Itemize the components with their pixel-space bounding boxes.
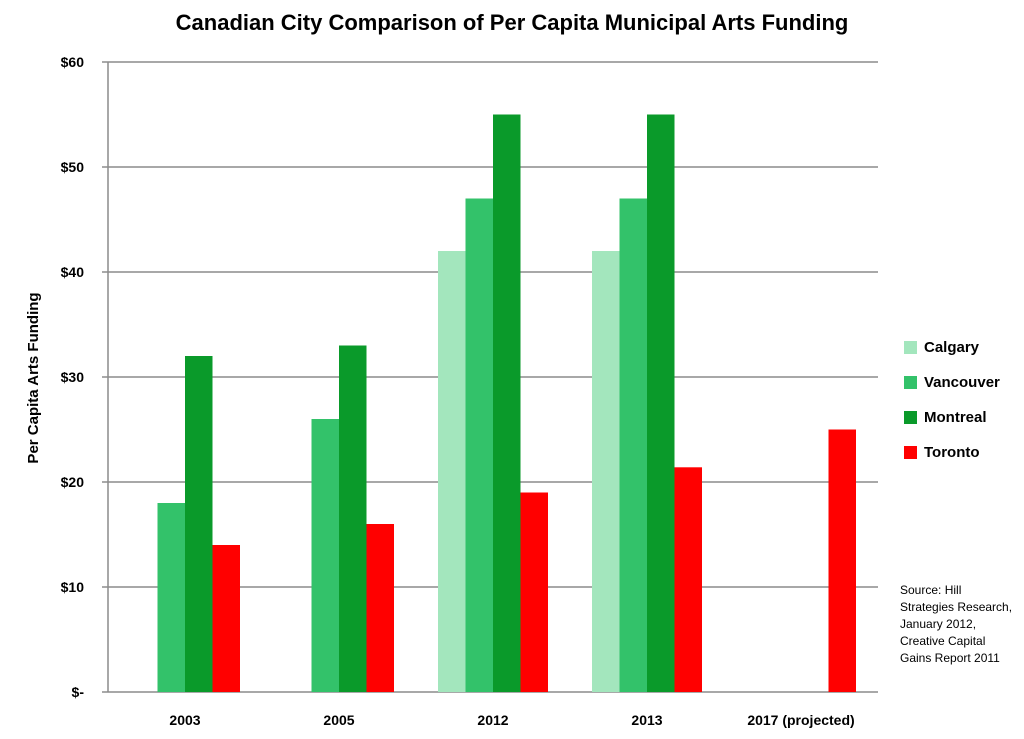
y-tick-label: $40 [61,264,85,280]
legend-swatch [904,376,917,389]
bar-calgary-2013 [592,251,620,692]
bar-vancouver-2013 [619,198,647,692]
bar-toronto-2012 [520,492,548,692]
bar-calgary-2012 [438,251,466,692]
legend-item-toronto: Toronto [904,435,1000,470]
y-tick-label: $60 [61,54,85,70]
y-tick-label: $10 [61,579,85,595]
legend-swatch [904,446,917,459]
legend-item-calgary: Calgary [904,330,1000,365]
legend-item-montreal: Montreal [904,400,1000,435]
bar-toronto-2005 [366,524,394,692]
y-axis-label: Per Capita Arts Funding [25,292,42,463]
bar-toronto-2013 [674,467,702,692]
bar-vancouver-2005 [311,419,339,692]
bar-montreal-2012 [493,114,521,692]
bars [157,114,856,692]
legend-label: Toronto [924,444,980,461]
legend-swatch [904,411,917,424]
legend-label: Vancouver [924,374,1000,391]
tick-labels: $- $10 $20 $30 $40 $50 $60 2003 2005 2012 2013 2017… [61,54,855,728]
bar-montreal-2005 [339,345,367,692]
legend-label: Montreal [924,409,987,426]
chart-title: Canadian City Comparison of Per Capita M… [175,10,849,35]
source-note: Source: Hill Strategies Research, Januar… [900,583,1013,665]
x-tick-label: 2017 (projected) [747,712,854,728]
bar-vancouver-2012 [465,198,493,692]
y-tick-label: $30 [61,369,85,385]
x-tick-label: 2003 [169,712,200,728]
legend-label: Calgary [924,339,980,356]
bar-toronto-2003 [212,545,240,692]
y-tick-label: $20 [61,474,85,490]
legend-item-vancouver: Vancouver [904,365,1000,400]
y-tick-label: $- [72,684,85,700]
bar-montreal-2013 [647,114,675,692]
x-tick-label: 2012 [477,712,508,728]
x-tick-label: 2005 [323,712,354,728]
y-tick-label: $50 [61,159,85,175]
x-tick-label: 2013 [631,712,662,728]
bar-montreal-2003 [185,356,213,692]
legend: Calgary Vancouver Montreal Toronto [904,330,1000,470]
bar-vancouver-2003 [157,503,185,692]
bar-toronto-2017 [828,429,856,692]
legend-swatch [904,341,917,354]
